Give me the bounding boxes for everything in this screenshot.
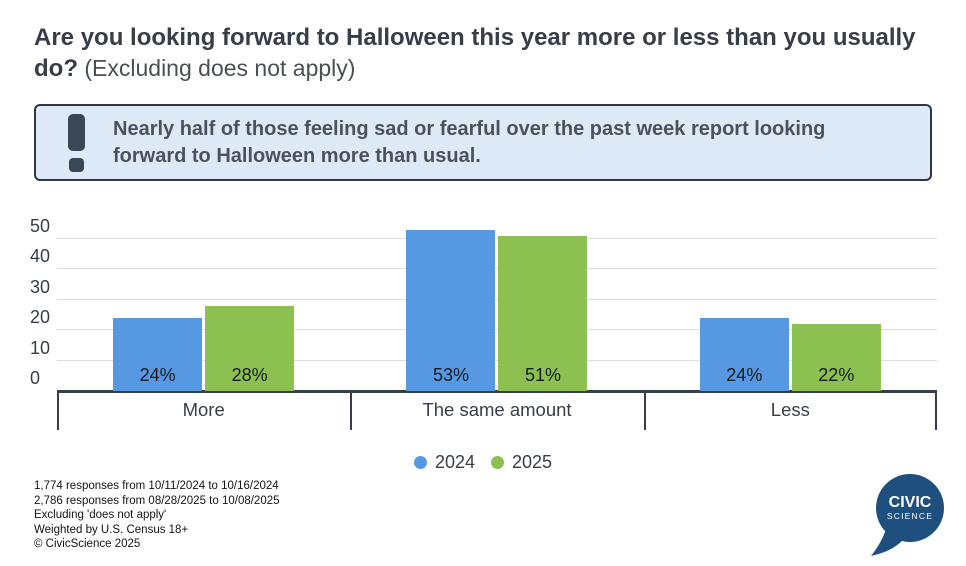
question-qualifier: (Excluding does not apply)	[77, 55, 356, 81]
y-tick-label: 10	[30, 337, 51, 358]
bar-value-label: 28%	[231, 365, 268, 385]
bar-2025-the-same-amount: 51%	[498, 235, 588, 391]
category-divider	[643, 391, 646, 430]
legend-dot-2024	[413, 456, 427, 469]
legend-item-2025: 2025	[491, 452, 552, 473]
bar-2025-less: 22%	[791, 324, 881, 391]
footnote-line: Weighted by U.S. Census 18+	[34, 523, 189, 536]
category-label-the-same-amount: The same amount	[422, 399, 572, 420]
bar-group-more: 24% 28%	[57, 305, 350, 391]
bar-2024-the-same-amount: 53%	[406, 229, 496, 391]
footnotes: 1,774 responses from 10/11/2024 to 10/16…	[34, 479, 280, 552]
insight-text: Nearly half of those feeling sad or fear…	[113, 117, 826, 167]
gridline-20	[57, 329, 937, 331]
bar-value-label: 24%	[726, 365, 763, 385]
footnote-line: 1,774 responses from 10/11/2024 to 10/16…	[34, 480, 279, 492]
category-label-less: Less	[770, 399, 810, 420]
x-axis-line	[57, 390, 937, 393]
legend-label: 2025	[512, 452, 553, 472]
footnote-line: © CivicScience 2025	[34, 538, 141, 551]
bar-value-label: 22%	[818, 365, 855, 385]
footnote-line: Excluding 'does not apply'	[34, 509, 167, 522]
gridline-30	[57, 298, 937, 300]
bar-chart: 0 10 20 30 40 50 24% 28% 53% 51% 24% 22%	[30, 210, 937, 393]
y-tick-label: 0	[30, 368, 41, 388]
chart-legend: 2024 2025	[0, 452, 966, 473]
bar-2024-more: 24%	[113, 318, 203, 391]
gridline-40	[57, 268, 937, 270]
footnote-line: 2,786 responses from 08/28/2025 to 10/08…	[34, 494, 280, 507]
y-tick-label: 30	[30, 276, 51, 297]
logo-text-civic: CIVIC	[889, 494, 932, 511]
bar-2024-less: 24%	[699, 318, 789, 391]
category-divider	[935, 391, 937, 430]
gridline-10	[57, 359, 937, 361]
gridline-50	[57, 238, 937, 239]
x-axis-band: More The same amount Less	[57, 391, 937, 430]
question-text: Are you looking forward to Halloween thi…	[34, 24, 916, 82]
legend-item-2024: 2024	[413, 452, 475, 473]
y-tick-label: 20	[30, 307, 51, 328]
y-tick-label: 40	[30, 246, 51, 267]
legend-dot-2025	[491, 456, 504, 469]
y-tick-label: 50	[30, 216, 51, 236]
civicscience-logo: CIVIC SCIENCE	[871, 474, 944, 556]
exclamation-bar	[67, 113, 85, 151]
bar-value-label: 53%	[432, 365, 469, 385]
bar-group-less: 24% 22%	[644, 318, 937, 391]
bar-value-label: 51%	[524, 365, 561, 385]
logo-bubble	[876, 474, 944, 542]
page-title: Are you looking forward to Halloween thi…	[34, 22, 936, 84]
insight-callout: Nearly half of those feeling sad or fear…	[34, 104, 932, 181]
bar-value-label: 24%	[139, 365, 176, 385]
category-divider	[350, 391, 353, 430]
category-label-more: More	[182, 399, 225, 420]
logo-text-science: SCIENCE	[887, 511, 933, 521]
category-divider	[57, 391, 59, 430]
legend-label: 2024	[434, 452, 475, 472]
bar-group-the-same-amount: 53% 51%	[350, 229, 643, 391]
exclamation-icon	[67, 113, 85, 172]
exclamation-dot	[68, 157, 84, 172]
bar-2025-more: 28%	[205, 305, 295, 391]
